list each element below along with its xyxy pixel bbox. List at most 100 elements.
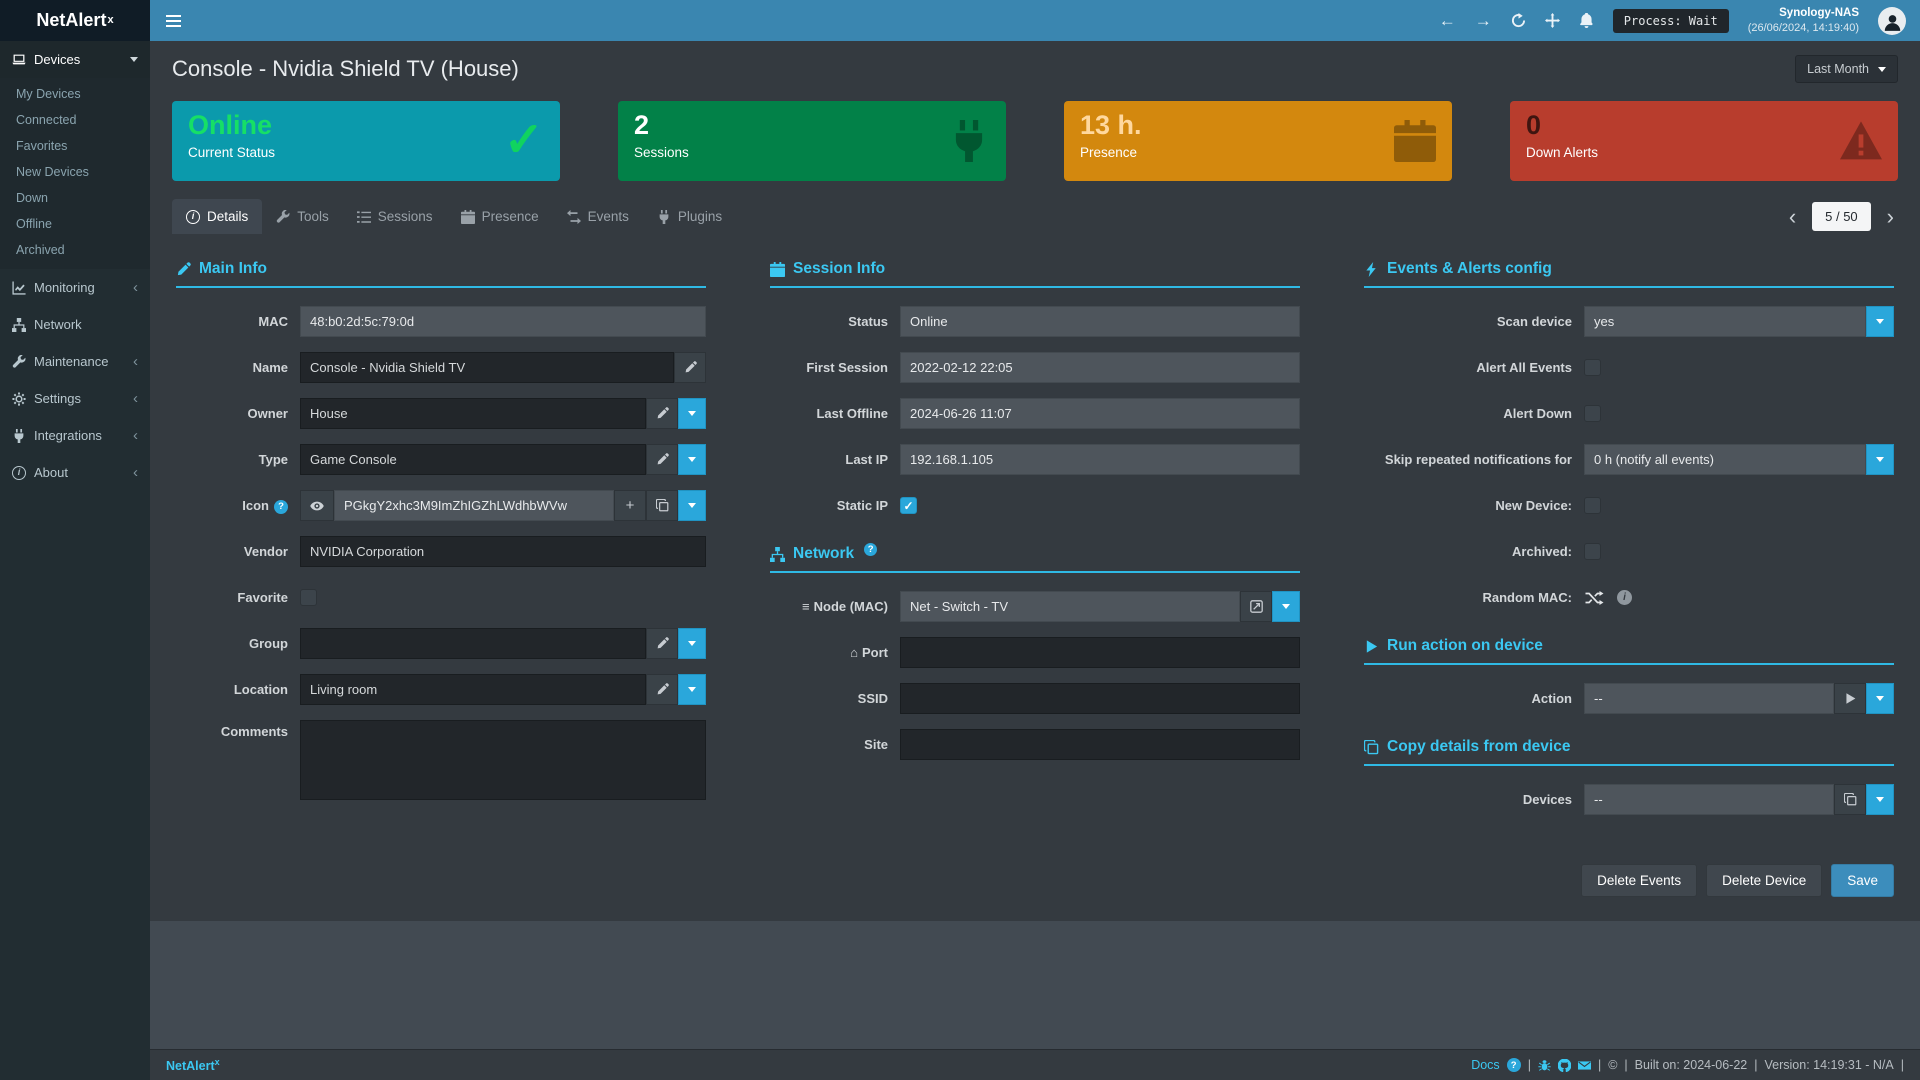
- location-dropdown-button[interactable]: [678, 674, 706, 705]
- period-select[interactable]: Last Month: [1795, 55, 1898, 83]
- tab-events[interactable]: Events: [553, 199, 643, 234]
- alert-all-events-checkbox[interactable]: [1584, 359, 1601, 376]
- site-input[interactable]: [900, 729, 1300, 760]
- run-action-button[interactable]: [1834, 683, 1866, 714]
- vendor-input[interactable]: [300, 536, 706, 567]
- mac-input[interactable]: [300, 306, 706, 337]
- type-input[interactable]: [300, 444, 646, 475]
- last-offline-input[interactable]: [900, 398, 1300, 429]
- brand-logo[interactable]: NetAlert x: [0, 0, 150, 41]
- sidebar-item-settings[interactable]: Settings ‹: [0, 380, 150, 417]
- location-input[interactable]: [300, 674, 646, 705]
- avatar[interactable]: [1878, 6, 1906, 35]
- copy-devices-select[interactable]: --: [1584, 784, 1834, 815]
- sidebar-item-maintenance[interactable]: Maintenance ‹: [0, 343, 150, 380]
- sidebar-subitem-favorites[interactable]: Favorites: [16, 139, 68, 153]
- static-ip-checkbox[interactable]: ✓: [900, 497, 917, 514]
- help-icon[interactable]: ?: [274, 499, 288, 514]
- card-presence[interactable]: 13 h. Presence: [1064, 101, 1452, 181]
- icon-value-input[interactable]: [334, 490, 614, 521]
- name-input[interactable]: [300, 352, 674, 383]
- sidebar-subitem-new-devices[interactable]: New Devices: [16, 165, 89, 179]
- action-dropdown-button[interactable]: [1866, 683, 1894, 714]
- forward-icon[interactable]: →: [1474, 11, 1492, 30]
- sidebar-item-devices[interactable]: Devices: [0, 41, 150, 78]
- info-icon[interactable]: i: [1617, 590, 1632, 605]
- footer-brand[interactable]: NetAlertx: [166, 1057, 220, 1073]
- ssid-input[interactable]: [900, 683, 1300, 714]
- card-current-status[interactable]: Online Current Status ✓: [172, 101, 560, 181]
- sidebar-item-about[interactable]: i About ‹: [0, 454, 150, 491]
- mail-icon[interactable]: [1577, 1059, 1591, 1072]
- scan-device-dropdown-button[interactable]: [1866, 306, 1894, 337]
- main-info-header: Main Info: [176, 260, 706, 288]
- tab-tools[interactable]: Tools: [262, 199, 343, 234]
- chevron-down-icon: [130, 57, 138, 62]
- delete-device-button[interactable]: Delete Device: [1706, 864, 1823, 897]
- refresh-icon[interactable]: [1511, 13, 1526, 28]
- docs-link[interactable]: Docs: [1471, 1058, 1500, 1072]
- sidebar-subitem-down[interactable]: Down: [16, 191, 48, 205]
- type-dropdown-button[interactable]: [678, 444, 706, 475]
- copy-from-device-button[interactable]: [1834, 784, 1866, 815]
- bug-icon[interactable]: [1538, 1059, 1551, 1072]
- sidebar-subitem-archived[interactable]: Archived: [16, 243, 65, 257]
- card-down-alerts[interactable]: 0 Down Alerts: [1510, 101, 1898, 181]
- sidebar-item-network[interactable]: Network: [0, 306, 150, 343]
- icon-copy-button[interactable]: [646, 490, 678, 521]
- comments-textarea[interactable]: [300, 720, 706, 800]
- edit-location-button[interactable]: [646, 674, 678, 705]
- bell-icon[interactable]: [1579, 13, 1594, 28]
- archived-checkbox[interactable]: [1584, 543, 1601, 560]
- alert-down-checkbox[interactable]: [1584, 405, 1601, 422]
- sidebar-toggle-button[interactable]: [150, 0, 196, 41]
- previous-device-button[interactable]: ‹: [1788, 203, 1797, 229]
- node-input[interactable]: [900, 591, 1240, 622]
- node-dropdown-button[interactable]: [1272, 591, 1300, 622]
- edit-type-button[interactable]: [646, 444, 678, 475]
- help-icon[interactable]: ?: [1506, 1058, 1521, 1072]
- edit-name-button[interactable]: [674, 352, 706, 383]
- copyright-symbol[interactable]: ©: [1608, 1058, 1618, 1072]
- tab-presence[interactable]: Presence: [447, 199, 553, 234]
- card-sessions[interactable]: 2 Sessions: [618, 101, 1006, 181]
- skip-notifications-dropdown-button[interactable]: [1866, 444, 1894, 475]
- status-input[interactable]: [900, 306, 1300, 337]
- open-node-button[interactable]: [1240, 591, 1272, 622]
- field-row-alert-down: Alert Down: [1364, 398, 1894, 429]
- back-icon[interactable]: ←: [1438, 11, 1456, 30]
- save-button[interactable]: Save: [1831, 864, 1894, 897]
- owner-dropdown-button[interactable]: [678, 398, 706, 429]
- favorite-checkbox[interactable]: [300, 589, 317, 606]
- move-icon[interactable]: [1544, 13, 1560, 28]
- port-input[interactable]: [900, 637, 1300, 668]
- sidebar-item-monitoring[interactable]: Monitoring ‹: [0, 269, 150, 306]
- action-select[interactable]: --: [1584, 683, 1834, 714]
- github-icon[interactable]: [1557, 1058, 1571, 1072]
- help-icon[interactable]: ?: [864, 542, 878, 556]
- tab-sessions[interactable]: Sessions: [343, 199, 447, 234]
- copy-devices-dropdown-button[interactable]: [1866, 784, 1894, 815]
- icon-dropdown-button[interactable]: [678, 490, 706, 521]
- tab-plugins[interactable]: Plugins: [643, 199, 736, 234]
- next-device-button[interactable]: ›: [1886, 203, 1894, 229]
- sidebar: Devices My Devices Connected Favorites N…: [0, 41, 150, 1080]
- sidebar-subitem-connected[interactable]: Connected: [16, 113, 77, 127]
- scan-device-select[interactable]: yes: [1584, 306, 1866, 337]
- new-device-checkbox[interactable]: [1584, 497, 1601, 514]
- sidebar-subitem-offline[interactable]: Offline: [16, 217, 52, 231]
- pencil-icon: [657, 637, 669, 649]
- group-dropdown-button[interactable]: [678, 628, 706, 659]
- skip-notifications-select[interactable]: 0 h (notify all events): [1584, 444, 1866, 475]
- owner-input[interactable]: [300, 398, 646, 429]
- group-input[interactable]: [300, 628, 646, 659]
- edit-owner-button[interactable]: [646, 398, 678, 429]
- icon-add-button[interactable]: +: [614, 490, 646, 521]
- last-ip-input[interactable]: [900, 444, 1300, 475]
- edit-group-button[interactable]: [646, 628, 678, 659]
- first-session-input[interactable]: [900, 352, 1300, 383]
- sidebar-item-integrations[interactable]: Integrations ‹: [0, 417, 150, 454]
- tab-details[interactable]: i Details: [172, 199, 263, 234]
- delete-events-button[interactable]: Delete Events: [1581, 864, 1698, 897]
- sidebar-subitem-my-devices[interactable]: My Devices: [16, 87, 81, 101]
